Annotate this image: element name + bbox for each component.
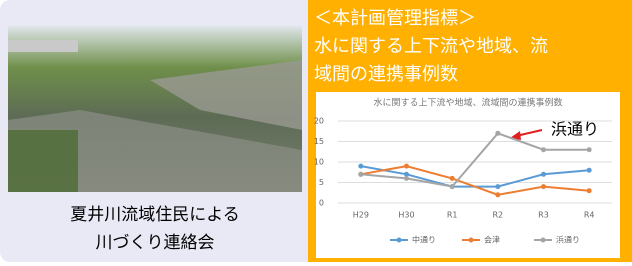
marker [541, 172, 546, 177]
marker [587, 188, 592, 193]
marker [450, 176, 455, 181]
marker [541, 147, 546, 152]
marker [450, 184, 455, 189]
legend-swatch [397, 238, 402, 243]
x-tick-label: R4 [584, 211, 595, 220]
marker [495, 131, 500, 136]
annotation: 浜通り [551, 120, 599, 139]
x-tick-label: R2 [493, 211, 504, 220]
marker [404, 176, 409, 181]
y-tick-label: 15 [314, 137, 324, 146]
marker [587, 168, 592, 173]
marker [358, 164, 363, 169]
page: 夏井川流域住民による 川づくり連絡会 ＜本計画管理指標＞ 水に関する上下流や地域… [0, 0, 632, 262]
heading: ＜本計画管理指標＞ [314, 8, 476, 29]
y-tick-label: 10 [314, 158, 324, 167]
legend-label: 中通り [412, 235, 436, 245]
heading: 水に関する上下流や地域、流 [314, 36, 548, 57]
marker [541, 184, 546, 189]
marker [587, 147, 592, 152]
y-tick-label: 5 [319, 178, 324, 187]
legend-label: 浜通り [556, 235, 580, 245]
legend-swatch [541, 238, 546, 243]
x-tick-label: H29 [353, 211, 369, 220]
x-tick-label: R3 [538, 211, 549, 220]
marker [358, 172, 363, 177]
legend-label: 会津 [484, 235, 500, 245]
marker [495, 192, 500, 197]
marker [404, 164, 409, 169]
legend-swatch [469, 238, 474, 243]
x-tick-label: H30 [398, 211, 414, 220]
y-tick-label: 20 [314, 117, 324, 126]
caption: 夏井川流域住民による [70, 205, 240, 225]
marker [495, 184, 500, 189]
y-tick-label: 0 [319, 199, 324, 208]
x-tick-label: R1 [447, 211, 458, 220]
caption: 川づくり連絡会 [96, 233, 215, 253]
heading: 域間の連携事例数 [314, 64, 458, 85]
photo [8, 26, 302, 192]
chart-title: 水に関する上下流や地域、流域間の連携事例数 [373, 97, 562, 109]
